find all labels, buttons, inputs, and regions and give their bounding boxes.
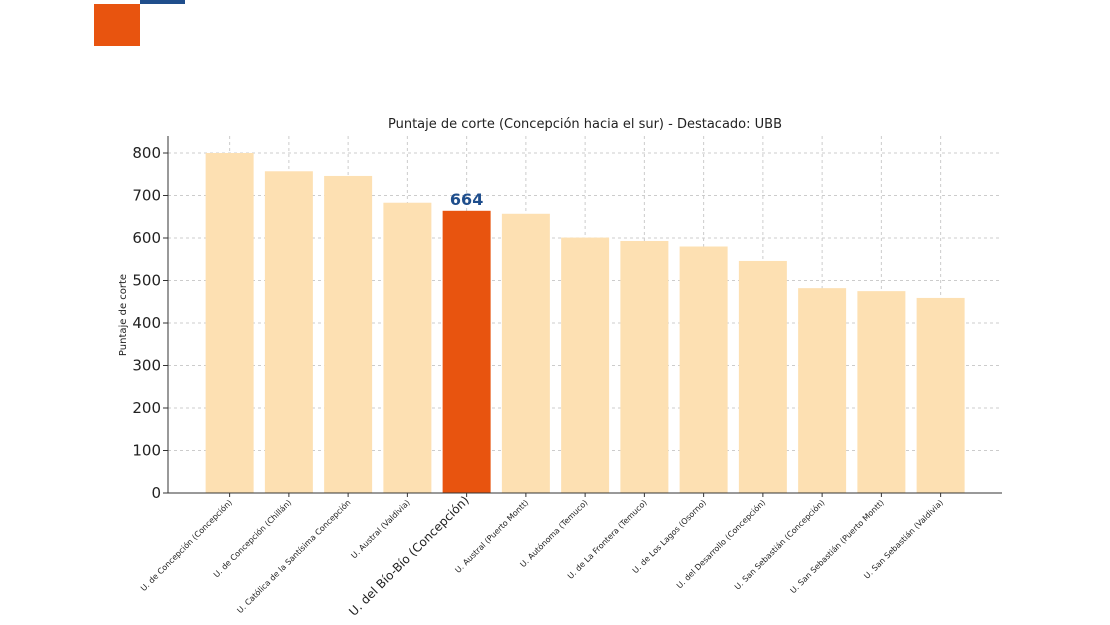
y-tick-label: 600 (132, 229, 161, 247)
bar-highlighted (442, 210, 491, 494)
bar (264, 171, 313, 493)
y-tick-label: 0 (151, 484, 161, 502)
x-category-label: U. del Bío-Bío (Concepción) (346, 493, 472, 619)
bar (857, 291, 906, 493)
bar (383, 202, 432, 493)
y-tick-label: 500 (132, 272, 161, 290)
decorative-orange-square (94, 4, 140, 46)
x-category-label: U. San Sebastián (Puerto Montt) (789, 498, 886, 595)
x-category-label: U. Austral (Valdivia) (349, 498, 411, 560)
bar (679, 246, 728, 493)
bar (501, 213, 550, 493)
y-tick-label: 200 (132, 399, 161, 417)
bar (916, 297, 965, 493)
y-tick-label: 800 (132, 144, 161, 162)
bar (798, 288, 847, 493)
chart-title: Puntaje de corte (Concepción hacia el su… (388, 117, 782, 132)
x-category-label: U. Católica de la Santísima Concepción (235, 497, 353, 615)
bar (738, 260, 787, 493)
y-tick-label: 400 (132, 314, 161, 332)
decorative-blue-bar (140, 0, 185, 4)
axes (163, 136, 1002, 497)
highlight-value-label: 664 (450, 190, 483, 209)
bars (205, 153, 965, 494)
x-category-label: U. Autónoma (Temuco) (518, 497, 590, 569)
bar (561, 237, 610, 493)
bar (324, 175, 373, 493)
y-tick-label: 700 (132, 187, 161, 205)
y-axis-label: Puntaje de corte (118, 274, 129, 356)
y-tick-label: 100 (132, 442, 161, 460)
bar (620, 240, 669, 493)
x-category-label: U. de Concepción (Concepción) (138, 497, 234, 593)
y-tick-label: 300 (132, 357, 161, 375)
bar (205, 153, 254, 493)
